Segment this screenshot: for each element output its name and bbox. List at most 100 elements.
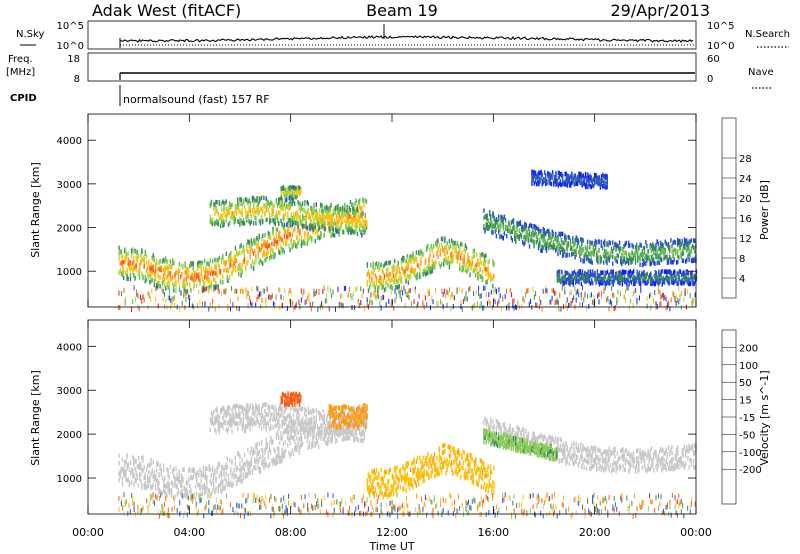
echo-cell (630, 273, 633, 278)
echo-cell (323, 218, 325, 224)
echo-cell (193, 492, 195, 498)
echo-cell (457, 255, 460, 261)
echo-cell (203, 287, 205, 293)
echo-cell (558, 170, 561, 176)
echo-cell (160, 471, 162, 476)
echo-cell (184, 263, 186, 269)
echo-cell (164, 483, 166, 488)
echo-cell (604, 254, 606, 260)
echo-cell (274, 461, 276, 466)
echo-cell (392, 273, 395, 279)
echo-cell (175, 288, 177, 294)
echo-cell (242, 463, 245, 468)
echo-cell (249, 451, 251, 456)
echo-cell (230, 215, 232, 221)
echo-cell (314, 230, 316, 236)
echo-cell (417, 301, 419, 307)
echo-cell (574, 280, 577, 285)
echo-cell (167, 487, 169, 493)
echo-cell (205, 269, 207, 275)
echo-cell (456, 253, 459, 258)
echo-cell (682, 280, 684, 285)
echo-cell (361, 206, 363, 211)
echo-cell (169, 295, 171, 301)
echo-cell (262, 244, 264, 249)
echo-cell (239, 474, 241, 479)
echo-cell (492, 223, 494, 229)
echo-cell (592, 177, 595, 182)
echo-cell (679, 243, 681, 249)
echo-cell (545, 173, 547, 178)
echo-cell (596, 252, 598, 258)
echo-cell (210, 201, 213, 207)
echo-cell (316, 213, 319, 218)
echo-cell (208, 277, 210, 283)
echo-cell (618, 270, 620, 275)
echo-cell (612, 282, 614, 287)
echo-cell (567, 241, 569, 246)
echo-cell (316, 438, 319, 444)
echo-cell (320, 215, 322, 220)
echo-cell (594, 272, 596, 277)
echo-cell (137, 464, 140, 469)
echo-cell (459, 286, 461, 292)
echo-cell (557, 277, 560, 282)
echo-cell (654, 261, 656, 266)
echo-cell (361, 293, 363, 299)
echo-cell (200, 470, 202, 475)
echo-cell (528, 302, 530, 308)
echo-cell (275, 240, 278, 245)
echo-cell (606, 260, 608, 266)
echo-cell (319, 208, 321, 213)
echo-cell (586, 278, 588, 283)
echo-cell (591, 240, 593, 246)
echo-cell (672, 259, 674, 265)
echo-cell (209, 203, 211, 209)
echo-cell (586, 182, 588, 187)
echo-cell (264, 252, 266, 257)
echo-cell (402, 255, 404, 261)
echo-cell (571, 279, 573, 285)
echo-cell (583, 259, 585, 264)
echo-cell (479, 267, 481, 272)
echo-cell (156, 261, 158, 266)
echo-cell (579, 172, 581, 178)
echo-cell (215, 208, 217, 214)
echo-cell (298, 215, 300, 221)
echo-cell (205, 272, 207, 277)
echo-cell (379, 265, 381, 271)
echo-cell (432, 262, 435, 267)
echo-cell (379, 274, 381, 280)
echo-cell (529, 235, 532, 240)
echo-cell (140, 472, 142, 477)
echo-cell (222, 199, 224, 204)
echo-cell (482, 253, 485, 258)
echo-cell (149, 475, 151, 481)
echo-cell (589, 273, 592, 278)
echo-cell (323, 222, 325, 227)
echo-cell (364, 198, 366, 203)
echo-cell (612, 274, 614, 279)
echo-cell (606, 277, 609, 282)
echo-cell (646, 303, 648, 309)
echo-cell (562, 281, 564, 287)
echo-cell (144, 275, 146, 280)
echo-cell (335, 437, 337, 443)
echo-cell (291, 244, 294, 249)
echo-cell (485, 213, 487, 219)
echo-cell (418, 293, 420, 299)
echo-cell (578, 178, 580, 183)
echo-cell (348, 418, 351, 423)
echo-cell (157, 485, 159, 490)
echo-cell (205, 486, 207, 491)
echo-cell (447, 245, 449, 250)
echo-cell (375, 295, 377, 301)
echo-cell (448, 265, 451, 270)
echo-cell (255, 240, 257, 246)
echo-cell (186, 271, 189, 277)
echo-cell (343, 230, 345, 235)
echo-cell (557, 269, 560, 275)
echo-cell (262, 233, 264, 238)
echo-cell (427, 243, 429, 249)
echo-cell (330, 203, 332, 208)
